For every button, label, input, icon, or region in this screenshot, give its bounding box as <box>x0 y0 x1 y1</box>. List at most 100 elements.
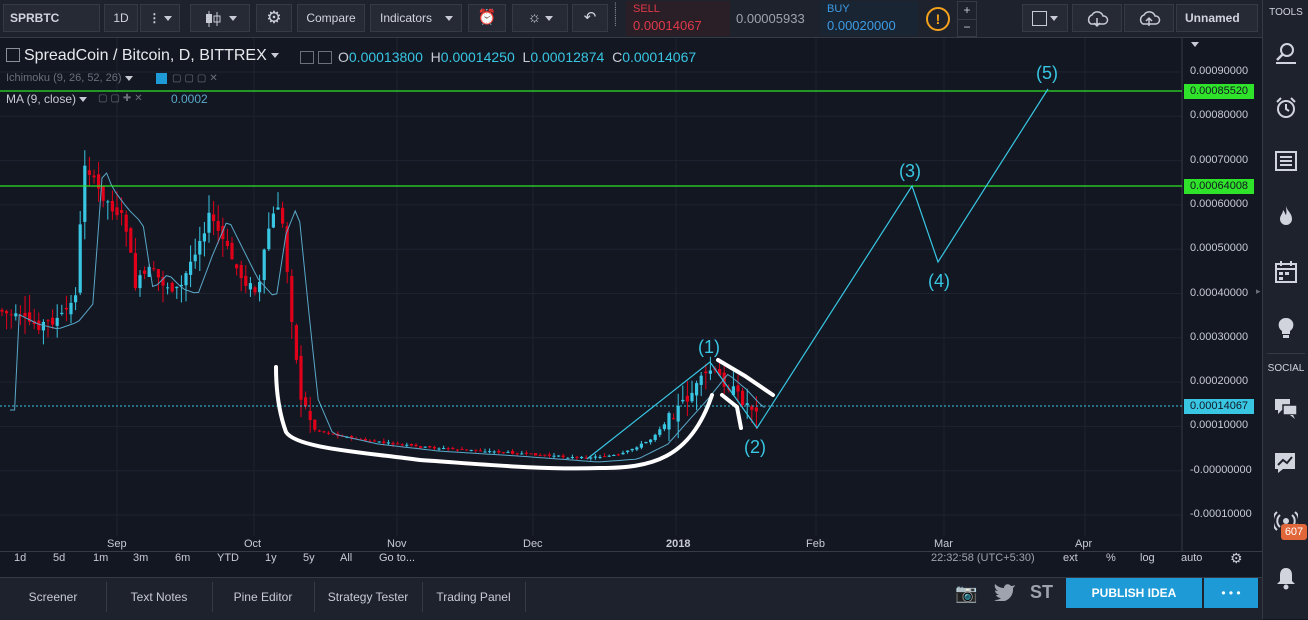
period-button[interactable]: 5d <box>53 552 66 564</box>
eye-icon[interactable] <box>300 51 314 64</box>
alert-button[interactable]: ⏰ <box>468 4 506 32</box>
chat-icon[interactable] <box>1274 396 1298 420</box>
calendar-icon[interactable] <box>1274 260 1298 284</box>
candle-body <box>497 450 501 453</box>
candle-body <box>649 439 653 443</box>
period-button[interactable]: YTD <box>217 552 239 564</box>
compare-button[interactable]: Compare <box>297 4 365 32</box>
layout-grid-button[interactable] <box>1022 4 1068 32</box>
chart-title: SpreadCoin / Bitcoin, D, BITTREX <box>24 47 280 65</box>
indicators-button[interactable]: Indicators <box>370 4 462 32</box>
period-button[interactable]: 6m <box>175 552 191 564</box>
chart-grid <box>0 38 1182 536</box>
candle-body <box>271 213 275 228</box>
auto-toggle[interactable]: auto <box>1181 552 1203 564</box>
candle-body <box>621 452 625 455</box>
buy-button[interactable]: BUY 0.00020000 <box>820 1 918 36</box>
gear-icon[interactable]: ⚙ <box>1230 550 1243 566</box>
sell-button[interactable]: SELL 0.00014067 <box>626 1 730 36</box>
chart-canvas[interactable] <box>0 38 1262 551</box>
undo-button[interactable]: ↶ <box>572 4 608 32</box>
layout-name-button[interactable]: Unnamed <box>1176 4 1258 48</box>
time-tick: Mar <box>934 538 953 550</box>
ma-actions-icon[interactable]: ▢▢✚✕ <box>98 93 146 104</box>
settings-small-icon[interactable] <box>318 51 332 64</box>
candle-body <box>511 450 515 454</box>
period-button[interactable]: 1m <box>93 552 109 564</box>
ext-toggle[interactable]: ext <box>1063 552 1078 564</box>
tab-trading-panel[interactable]: Trading Panel <box>422 582 526 612</box>
plus-icon[interactable]: + <box>957 1 977 20</box>
chevron-down-icon[interactable] <box>271 53 280 59</box>
candle-body <box>419 446 423 448</box>
chat-chart-icon[interactable] <box>1274 451 1298 475</box>
candle-body <box>92 175 96 178</box>
candle-body <box>184 273 188 286</box>
period-button[interactable]: 3m <box>133 552 149 564</box>
gear-icon: ⚙ <box>266 8 282 27</box>
candle-body <box>524 452 528 454</box>
wave-label-2: (2) <box>744 437 766 457</box>
candle-body <box>106 201 110 203</box>
interval-button[interactable]: 1D <box>104 4 138 32</box>
collapse-right-icon[interactable]: ▸ <box>1256 286 1261 296</box>
candle-body <box>299 355 303 400</box>
alarm-clock-icon[interactable] <box>1274 96 1298 120</box>
indicator-actions-icon[interactable]: ▢▢▢✕ <box>172 73 221 84</box>
minus-icon[interactable]: − <box>957 19 977 37</box>
tab-text-notes[interactable]: Text Notes <box>106 582 213 612</box>
price-tick: 0.00060000 <box>1190 197 1249 210</box>
candle-body <box>405 444 409 446</box>
percent-toggle[interactable]: % <box>1106 552 1116 564</box>
ichimoku-legend[interactable]: Ichimoku (9, 26, 52, 26) <box>6 72 133 84</box>
log-toggle[interactable]: log <box>1140 552 1155 564</box>
period-button[interactable]: Go to... <box>379 552 416 564</box>
period-button[interactable]: 1d <box>14 552 27 564</box>
tab-strategy-tester[interactable]: Strategy Tester <box>314 582 423 612</box>
period-button[interactable]: All <box>340 552 353 564</box>
eye-icon[interactable] <box>156 73 167 84</box>
watchlist-icon[interactable] <box>1274 149 1298 173</box>
theme-button[interactable]: ☼ <box>512 4 568 32</box>
tab-screener[interactable]: Screener <box>0 582 107 612</box>
period-button[interactable]: 5y <box>303 552 315 564</box>
ma-legend[interactable]: MA (9, close) <box>6 92 88 106</box>
load-cloud-button[interactable] <box>1072 4 1122 32</box>
camera-icon[interactable]: 📷 <box>955 583 978 603</box>
collapse-legend-icon[interactable] <box>6 48 20 62</box>
publish-idea-button[interactable]: PUBLISH IDEA <box>1066 578 1202 608</box>
ideas-bulb-icon[interactable] <box>1274 316 1298 340</box>
candle-body <box>152 268 156 270</box>
axis-corner <box>1182 536 1262 551</box>
candle-body <box>465 449 469 451</box>
candle-body <box>133 253 137 289</box>
symbol-input[interactable]: SPRBTC <box>3 4 100 32</box>
period-button[interactable]: 1y <box>265 552 277 564</box>
chart-style-button[interactable] <box>190 4 250 32</box>
stocktwits-icon[interactable]: ST <box>1030 582 1054 602</box>
twitter-icon[interactable] <box>994 583 1016 604</box>
hotlist-flame-icon[interactable] <box>1274 204 1298 228</box>
alarm-add-icon: ⏰ <box>477 9 497 26</box>
publish-more-button[interactable]: • • • <box>1204 578 1258 608</box>
candle-body <box>124 214 128 232</box>
candle-body <box>368 440 372 442</box>
time-tick: Oct <box>244 538 262 550</box>
bell-icon[interactable] <box>1274 566 1298 590</box>
drag-handle-icon[interactable]: ⁞ ⁞ ⁞ <box>614 2 617 29</box>
candle-body <box>750 406 754 410</box>
lower-line-price-label: 0.00064008 <box>1184 179 1254 194</box>
info-icon[interactable]: ! <box>926 7 950 31</box>
candle-body <box>41 321 45 331</box>
search-list-icon[interactable] <box>1274 41 1298 65</box>
candle-body <box>731 386 735 395</box>
chevron-down-icon[interactable] <box>124 75 133 81</box>
candle-body <box>363 439 367 441</box>
interval-menu-button[interactable]: ⋮ <box>140 4 180 32</box>
chevron-down-icon[interactable] <box>79 97 88 103</box>
streams-icon[interactable] <box>1274 509 1298 533</box>
chevron-down-icon <box>1191 42 1199 48</box>
save-cloud-button[interactable] <box>1124 4 1174 32</box>
tab-pine-editor[interactable]: Pine Editor <box>212 582 315 612</box>
settings-button[interactable]: ⚙ <box>256 4 292 32</box>
